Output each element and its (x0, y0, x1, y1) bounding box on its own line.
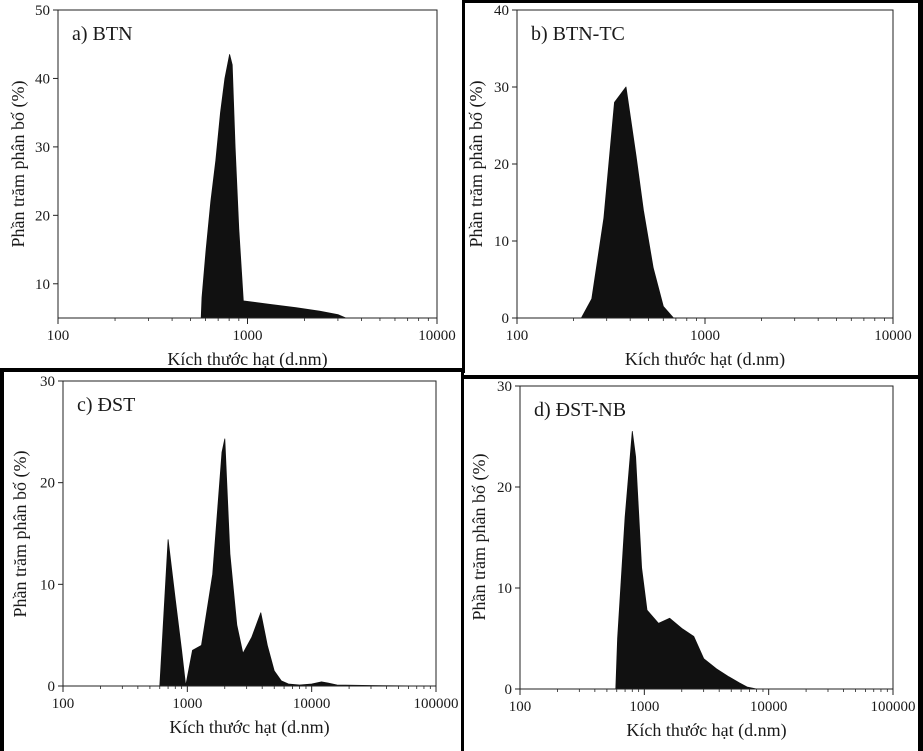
chart-4-x-axis-title: Kích thước hạt (d.nm) (626, 720, 786, 741)
chart-4-x-tick-label: 10000 (750, 699, 788, 715)
chart-3-x-axis-title: Kích thước hạt (d.nm) (169, 717, 329, 738)
border-right-panel-d (918, 379, 923, 751)
chart-1-x-tick-label: 100 (47, 328, 70, 344)
chart-2-series-1-area (581, 86, 674, 319)
chart-4-series-1-area (615, 431, 757, 690)
chart-1-y-tick-label: 10 (35, 277, 50, 293)
border-bottom-panel-b (462, 375, 923, 379)
chart-1-y-tick-label: 30 (35, 140, 50, 156)
chart-1-y-axis-title: Phần trăm phân bố (%) (8, 81, 29, 248)
border-left-lower (0, 372, 4, 751)
chart-4-x-tick-label: 100000 (871, 699, 916, 715)
chart-3-y-axis-title: Phần trăm phân bố (%) (10, 451, 31, 618)
chart-2-x-axis-title: Kích thước hạt (d.nm) (625, 349, 785, 370)
chart-4-y-tick-label: 30 (497, 379, 512, 395)
chart-3-x-tick-label: 100000 (414, 696, 459, 712)
chart-2-y-tick-label: 30 (494, 80, 509, 96)
chart-4-y-tick-label: 20 (497, 480, 512, 496)
chart-1-y-tick-label: 40 (35, 71, 50, 87)
chart-2-x-tick-label: 100 (506, 328, 529, 344)
border-left-panel-b (462, 0, 465, 373)
chart-4-y-axis-title: Phần trăm phân bố (%) (469, 454, 490, 621)
border-top-panel-b (463, 0, 923, 3)
chart-3-x-tick-label: 1000 (172, 696, 202, 712)
border-right-panel-b (918, 0, 923, 379)
chart-4-plot-frame (519, 385, 894, 690)
chart-2-y-tick-label: 10 (494, 234, 509, 250)
chart-1-panel-label: a) BTN (72, 23, 133, 45)
chart-2-y-tick-label: 20 (494, 157, 509, 173)
chart-3-y-tick-label: 30 (40, 374, 55, 390)
chart-2-panel-label: b) BTN-TC (531, 23, 625, 45)
chart-3-x-tick-label: 10000 (293, 696, 331, 712)
chart-1-x-tick-label: 10000 (418, 328, 456, 344)
chart-1-y-tick-label: 20 (35, 208, 50, 224)
chart-3-series-1-area (159, 438, 425, 687)
chart-1-x-axis-title: Kích thước hạt (d.nm) (167, 349, 327, 370)
chart-1-plot-frame (57, 9, 438, 319)
chart-3-panel-label: c) ĐST (77, 394, 135, 416)
chart-2-y-tick-label: 40 (494, 3, 509, 19)
chart-2-y-tick-label: 0 (502, 311, 510, 327)
chart-1-x-tick-label: 1000 (233, 328, 263, 344)
chart-2-plot-frame (516, 9, 894, 319)
border-right-panel-c (461, 368, 464, 751)
chart-4-x-tick-label: 1000 (629, 699, 659, 715)
chart-4-y-tick-label: 0 (505, 682, 513, 698)
chart-3-group: 0 10 20 30 100 1000 10000 100000 c) ĐST Kích thướ… (10, 374, 459, 738)
chart-3-y-tick-label: 20 (40, 476, 55, 492)
border-top-lower-left (0, 368, 463, 372)
chart-3-x-tick-label: 100 (52, 696, 75, 712)
chart-1-group: 10 20 30 40 50 100 1000 10000 a) BTN Kích thước h… (8, 3, 456, 370)
chart-2-x-tick-label: 10000 (874, 328, 912, 344)
chart-2-y-axis-title: Phần trăm phân bố (%) (466, 81, 487, 248)
chart-4-panel-label: d) ĐST-NB (534, 399, 626, 421)
chart-3-y-tick-label: 0 (48, 679, 56, 695)
chart-2-group: 0 10 20 30 40 100 1000 10000 b) BTN-TC Kích thước… (466, 3, 912, 370)
chart-2-x-tick-label: 1000 (690, 328, 720, 344)
chart-4-group: 0 10 20 30 100 1000 10000 100000 d) ĐST-NB Kích t… (469, 379, 916, 741)
chart-1-series-1-area (200, 54, 347, 319)
chart-4-x-tick-label: 100 (509, 699, 532, 715)
chart-1-y-tick-label: 50 (35, 3, 50, 19)
chart-3-y-tick-label: 10 (40, 577, 55, 593)
chart-3-plot-frame (62, 380, 437, 687)
chart-4-y-tick-label: 10 (497, 581, 512, 597)
